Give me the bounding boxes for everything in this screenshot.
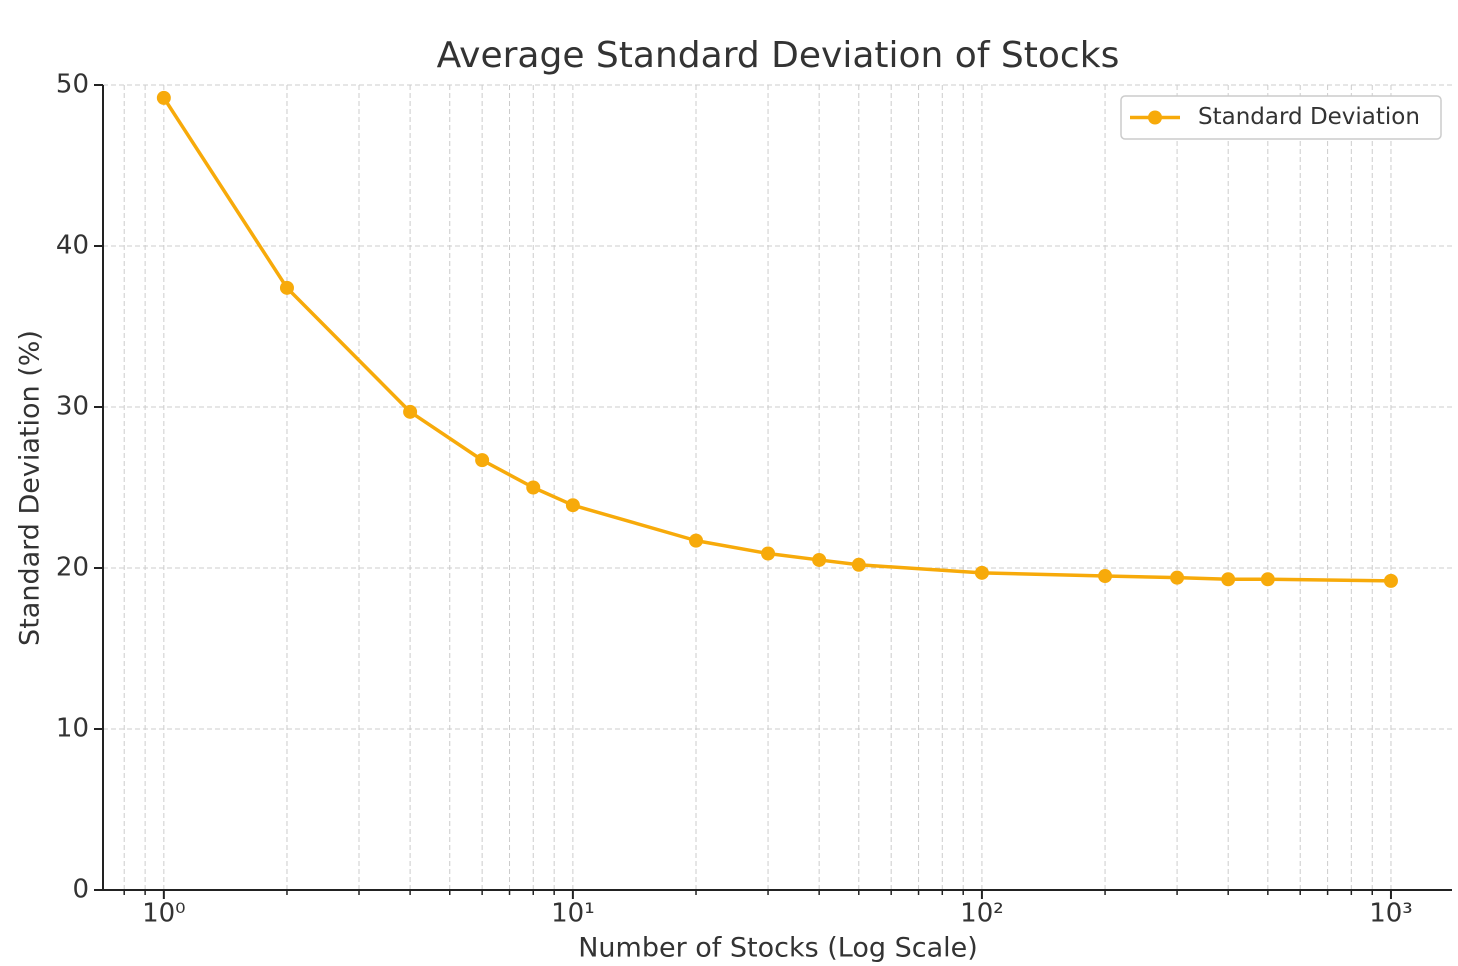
data-point: [851, 557, 866, 572]
x-tick-label: 10¹: [551, 899, 595, 929]
data-point: [156, 90, 171, 105]
x-tick-label: 10³: [1369, 899, 1413, 929]
data-point: [475, 453, 490, 468]
data-point: [761, 546, 776, 561]
legend-marker: [1148, 110, 1162, 125]
data-point: [565, 498, 580, 513]
legend-box: [1120, 95, 1442, 140]
y-tick-label: 50: [56, 70, 89, 100]
y-tick-label: 30: [56, 392, 89, 422]
data-point: [1170, 570, 1185, 585]
chart-title: Average Standard Deviation of Stocks: [437, 35, 1120, 76]
data-point: [974, 565, 989, 580]
legend-label: Standard Deviation: [1198, 104, 1420, 130]
data-point: [812, 552, 827, 567]
data-point: [1098, 569, 1113, 584]
x-tick-label: 10⁰: [142, 899, 186, 929]
data-point: [1221, 572, 1236, 587]
data-point: [1383, 573, 1398, 588]
series-line: [162, 96, 1391, 583]
y-tick-label: 10: [56, 714, 89, 744]
data-point: [279, 280, 294, 295]
y-tick-label: 40: [56, 231, 89, 261]
data-point: [526, 480, 541, 495]
y-tick-label: 0: [72, 875, 89, 905]
y-tick-label: 20: [56, 553, 89, 583]
data-point: [1260, 572, 1275, 587]
data-point: [403, 404, 418, 419]
x-tick-label: 10²: [960, 899, 1004, 929]
x-axis-label: Number of Stocks (Log Scale): [578, 933, 978, 964]
data-point: [689, 533, 704, 548]
y-axis-label: Standard Deviation (%): [15, 330, 46, 646]
